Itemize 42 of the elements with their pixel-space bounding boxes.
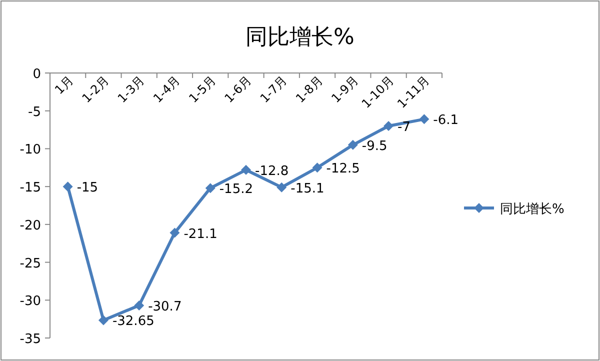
point [134, 300, 144, 310]
x-tick-label: 1-4月 [150, 73, 183, 106]
point [312, 162, 322, 173]
y-tick-label: -15 [20, 180, 41, 196]
y-tick-label: -5 [28, 104, 41, 120]
x-tick-label: 1-9月 [328, 73, 362, 106]
legend: 同比增长% [464, 202, 564, 217]
x-tick-label: 1-6月 [222, 73, 254, 106]
x-tick-label: 1-8月 [293, 73, 326, 106]
legend-label: 同比增长% [500, 202, 564, 217]
data-label: -15 [76, 180, 98, 196]
y-tick-label: -30 [20, 294, 41, 310]
y-tick-label: 0 [32, 67, 41, 82]
point [62, 182, 73, 192]
point [348, 140, 358, 150]
data-label: -30.7 [148, 299, 182, 314]
data-label: -32.65 [112, 314, 154, 330]
y-tick-label: -10 [20, 142, 41, 158]
data-label: -9.5 [362, 138, 388, 154]
x-tick-label: 1-7月 [258, 73, 290, 106]
data-label: -6.1 [433, 113, 459, 128]
y-tick-label: -35 [20, 332, 41, 347]
data-label: -15.2 [219, 182, 254, 198]
x-tick-label: 1-5月 [186, 73, 218, 106]
point [241, 164, 251, 175]
y-tick-label: -25 [20, 256, 41, 272]
x-tick-label: 1-2月 [79, 73, 112, 106]
point [384, 121, 394, 131]
y-tick-label: -20 [20, 218, 41, 234]
point [170, 228, 180, 238]
data-label: -7 [398, 120, 411, 135]
data-label: -21.1 [184, 226, 218, 242]
point [276, 182, 287, 192]
data-label: -12.8 [255, 164, 289, 179]
point [205, 183, 216, 194]
title: 同比增长% [246, 25, 354, 50]
data-label: -15.1 [290, 181, 324, 196]
point [419, 114, 430, 124]
x-tick-label: 1月 [52, 73, 76, 98]
x-tick-label: 1-3月 [114, 73, 148, 106]
data-label: -12.5 [326, 162, 360, 177]
point [98, 315, 108, 326]
